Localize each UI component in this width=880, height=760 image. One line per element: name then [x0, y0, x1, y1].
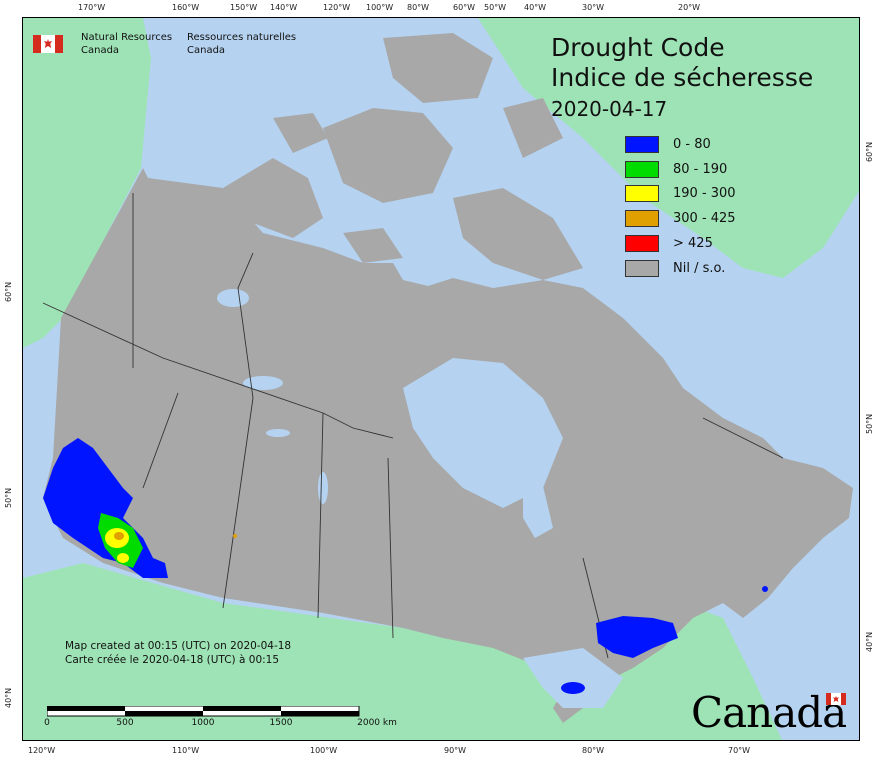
legend-swatch — [625, 136, 659, 153]
agency-fr-line: Canada — [187, 45, 226, 56]
legend-swatch — [625, 185, 659, 202]
agency-fr-line: Ressources naturelles — [187, 32, 297, 43]
top-lon-label: 80°W — [407, 3, 430, 12]
lake-athabasca — [266, 429, 290, 437]
arctic-island — [503, 98, 563, 158]
drought-orange-sk — [233, 534, 237, 538]
bottom-lon-label: 70°W — [728, 746, 751, 755]
left-lat-label: 40°N — [4, 687, 13, 708]
scale-label: 1500 — [269, 718, 293, 728]
top-lon-label: 20°W — [678, 3, 701, 12]
left-lat-label: 60°N — [4, 281, 13, 302]
top-lon-label: 140°W — [270, 3, 298, 12]
drought-yellow-bc-2 — [117, 553, 129, 563]
top-lon-label: 150°W — [230, 3, 258, 12]
bottom-lon-label: 90°W — [444, 746, 467, 755]
wordmark-flag-icon — [826, 693, 846, 705]
arctic-island — [383, 33, 493, 103]
province-boundaries — [42, 193, 784, 659]
legend-label: Nil / s.o. — [673, 261, 726, 276]
map-date: 2020-04-17 — [551, 97, 668, 121]
agency-en-line: Natural Resources — [81, 32, 173, 43]
drought-blue-on — [561, 682, 585, 694]
agency-en-line: Canada — [81, 45, 120, 56]
top-lon-label: 60°W — [453, 3, 476, 12]
right-lat-label: 40°N — [865, 631, 874, 652]
arctic-island — [343, 228, 403, 263]
top-lon-label: 30°W — [582, 3, 605, 12]
alaska-land — [23, 18, 151, 348]
legend-swatch — [625, 235, 659, 252]
arctic-island — [223, 158, 323, 238]
greenland-land — [478, 18, 859, 278]
top-lon-label: 100°W — [366, 3, 394, 12]
right-lat-label: 60°N — [865, 141, 874, 162]
agency-fr: Ressources naturelles Canada — [187, 31, 296, 57]
arctic-island — [323, 108, 453, 203]
top-lon-label: 50°W — [484, 3, 507, 12]
top-lon-label: 170°W — [78, 3, 106, 12]
top-lon-label: 160°W — [172, 3, 200, 12]
legend-swatch — [625, 210, 659, 227]
legend-label: 80 - 190 — [673, 162, 728, 177]
right-lat-label: 50°N — [865, 413, 874, 434]
bottom-lon-label: 110°W — [172, 746, 200, 755]
drought-blue-ns — [762, 586, 768, 592]
left-lat-label: 50°N — [4, 487, 13, 508]
great-bear-lake — [217, 289, 249, 307]
credit-en: Map created at 00:15 (UTC) on 2020-04-18 — [65, 640, 292, 652]
top-lon-label: 120°W — [323, 3, 351, 12]
drought-orange-bc — [114, 532, 124, 540]
arctic-island — [453, 188, 583, 280]
agency-en: Natural Resources Canada — [81, 31, 172, 57]
scale-label: 1000 — [191, 718, 215, 728]
scale-label: 500 — [116, 718, 134, 728]
legend-label: > 425 — [673, 236, 713, 251]
scale-bar: 0 500 1000 1500 2000 km — [44, 706, 397, 730]
bottom-lon-label: 120°W — [28, 746, 56, 755]
legend-label: 300 - 425 — [673, 211, 736, 226]
map-title-fr: Indice de sécheresse — [551, 63, 814, 92]
map-canvas — [23, 18, 859, 740]
arctic-island — [273, 113, 328, 153]
credit-fr: Carte créée le 2020-04-18 (UTC) à 00:15 — [65, 654, 280, 666]
canada-flag-icon — [33, 35, 63, 53]
james-bay — [523, 486, 553, 538]
legend-swatch — [625, 161, 659, 178]
lake-winnipeg — [318, 472, 328, 504]
hudson-bay — [403, 358, 563, 508]
legend-label: 190 - 300 — [673, 186, 736, 201]
great-lakes — [523, 648, 623, 708]
canada-wordmark: Canada — [691, 688, 847, 737]
drought-map[interactable]: Natural Resources Canada Ressources natu… — [22, 17, 860, 741]
great-slave-lake — [243, 376, 283, 390]
bottom-lon-label: 80°W — [582, 746, 605, 755]
map-title-en: Drought Code — [551, 33, 725, 62]
top-lon-label: 40°W — [524, 3, 547, 12]
legend-label: 0 - 80 — [673, 137, 711, 152]
scale-label: 2000 km — [357, 718, 397, 728]
bottom-lon-label: 100°W — [310, 746, 338, 755]
legend-swatch — [625, 260, 659, 277]
scale-label: 0 — [44, 718, 50, 728]
scale-bar-graphic — [47, 706, 360, 717]
drought-blue-qc — [596, 616, 678, 658]
